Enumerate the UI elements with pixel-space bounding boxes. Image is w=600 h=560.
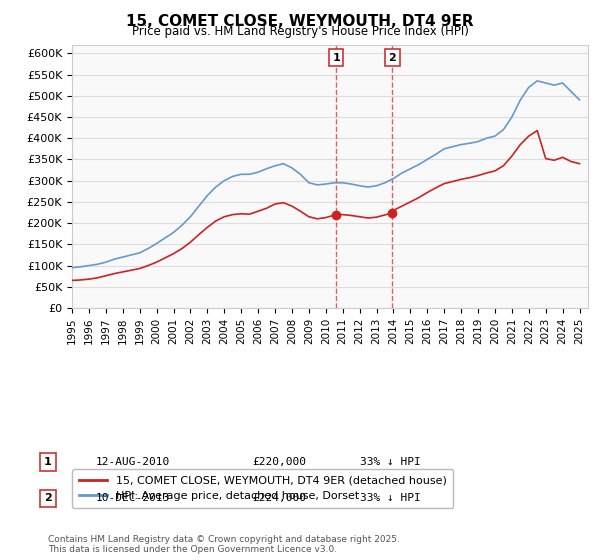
Text: 10-DEC-2013: 10-DEC-2013	[96, 493, 170, 503]
Legend: 15, COMET CLOSE, WEYMOUTH, DT4 9ER (detached house), HPI: Average price, detache: 15, COMET CLOSE, WEYMOUTH, DT4 9ER (deta…	[73, 469, 453, 508]
Text: £224,000: £224,000	[252, 493, 306, 503]
Text: Price paid vs. HM Land Registry's House Price Index (HPI): Price paid vs. HM Land Registry's House …	[131, 25, 469, 38]
Text: 33% ↓ HPI: 33% ↓ HPI	[360, 493, 421, 503]
Text: 33% ↓ HPI: 33% ↓ HPI	[360, 457, 421, 467]
Text: 1: 1	[44, 457, 52, 467]
Text: 12-AUG-2010: 12-AUG-2010	[96, 457, 170, 467]
Text: 2: 2	[44, 493, 52, 503]
Text: 1: 1	[332, 53, 340, 63]
Text: 2: 2	[389, 53, 397, 63]
Text: Contains HM Land Registry data © Crown copyright and database right 2025.
This d: Contains HM Land Registry data © Crown c…	[48, 535, 400, 554]
Text: £220,000: £220,000	[252, 457, 306, 467]
Text: 15, COMET CLOSE, WEYMOUTH, DT4 9ER: 15, COMET CLOSE, WEYMOUTH, DT4 9ER	[126, 14, 474, 29]
